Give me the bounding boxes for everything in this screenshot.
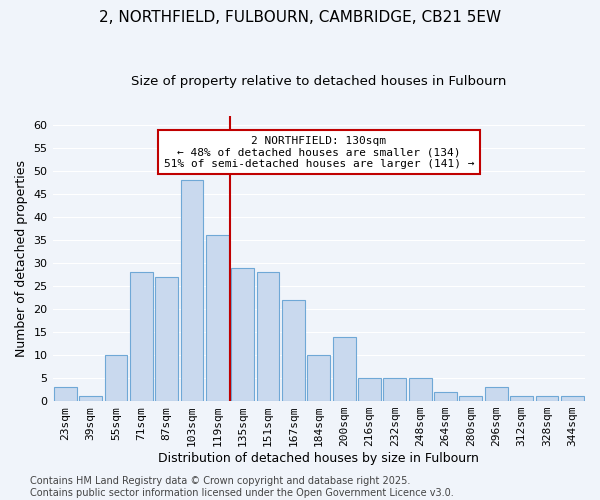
Bar <box>155 276 178 401</box>
Text: Contains HM Land Registry data © Crown copyright and database right 2025.
Contai: Contains HM Land Registry data © Crown c… <box>30 476 454 498</box>
Bar <box>485 388 508 401</box>
Bar <box>434 392 457 401</box>
Bar <box>383 378 406 401</box>
Bar <box>561 396 584 401</box>
X-axis label: Distribution of detached houses by size in Fulbourn: Distribution of detached houses by size … <box>158 452 479 465</box>
Title: Size of property relative to detached houses in Fulbourn: Size of property relative to detached ho… <box>131 75 506 88</box>
Bar <box>358 378 381 401</box>
Bar <box>130 272 152 401</box>
Text: 2 NORTHFIELD: 130sqm
← 48% of detached houses are smaller (134)
51% of semi-deta: 2 NORTHFIELD: 130sqm ← 48% of detached h… <box>164 136 474 168</box>
Text: 2, NORTHFIELD, FULBOURN, CAMBRIDGE, CB21 5EW: 2, NORTHFIELD, FULBOURN, CAMBRIDGE, CB21… <box>99 10 501 25</box>
Bar <box>460 396 482 401</box>
Bar <box>333 336 356 401</box>
Bar <box>536 396 559 401</box>
Bar <box>257 272 280 401</box>
Bar <box>104 355 127 401</box>
Bar <box>206 236 229 401</box>
Bar <box>409 378 431 401</box>
Bar <box>307 355 330 401</box>
Bar <box>282 300 305 401</box>
Bar <box>510 396 533 401</box>
Y-axis label: Number of detached properties: Number of detached properties <box>15 160 28 357</box>
Bar <box>181 180 203 401</box>
Bar <box>79 396 102 401</box>
Bar <box>231 268 254 401</box>
Bar <box>54 388 77 401</box>
